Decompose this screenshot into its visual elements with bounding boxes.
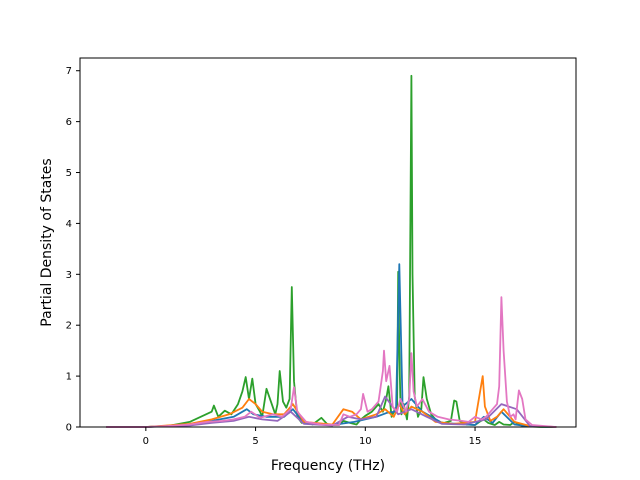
series-layer: [106, 74, 557, 428]
y-tick-label: 3: [66, 270, 72, 281]
series-line-3: [106, 375, 557, 428]
y-tick-label: 2: [66, 321, 72, 332]
y-ticks: 0 1 2 3 4 5 6 7: [66, 66, 80, 434]
x-axis-label: Frequency (THz): [271, 458, 385, 474]
plot-frame: [79, 57, 577, 428]
y-tick-label: 0: [66, 423, 72, 434]
y-tick-label: 4: [66, 219, 72, 230]
series-line-1: [106, 74, 557, 428]
y-tick-label: 1: [66, 372, 72, 383]
x-tick-label: 10: [359, 436, 372, 447]
y-tick-label: 6: [66, 117, 72, 128]
x-tick-label: 0: [143, 436, 149, 447]
y-tick-label: 5: [66, 168, 72, 179]
y-tick-label: 7: [66, 66, 72, 77]
series-line-4: [106, 395, 557, 428]
x-tick-label: 15: [469, 436, 482, 447]
y-axis-label: Partial Density of States: [39, 158, 55, 326]
series-line-5: [106, 296, 557, 428]
x-tick-label: 5: [252, 436, 258, 447]
series-line-2: [106, 263, 557, 428]
x-ticks: 0 5 10 15: [143, 427, 482, 447]
